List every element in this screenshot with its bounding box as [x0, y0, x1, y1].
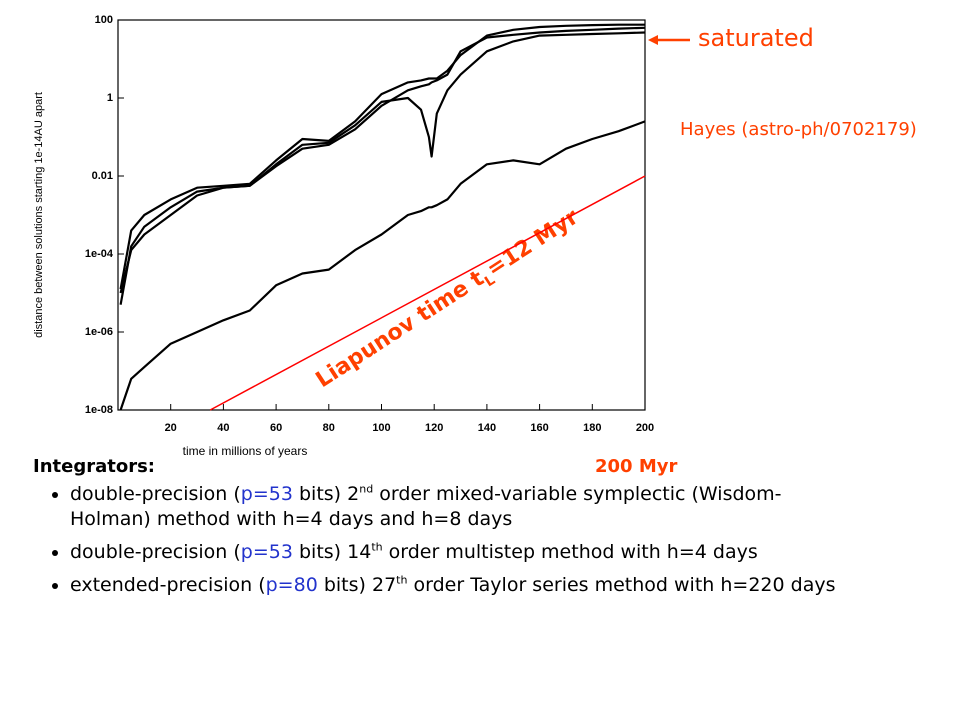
- chart: time in millions of years distance betwe…: [33, 14, 917, 458]
- liapunov-text: Liapunov time t: [312, 266, 489, 393]
- bullet: double-precision (p=53 bits) 2nd order m…: [70, 482, 860, 532]
- bullet-post: order Taylor series method with h=220 da…: [407, 574, 836, 596]
- bullet-pre: double-precision (: [70, 483, 241, 505]
- x-tick-label: 60: [270, 422, 282, 434]
- bullet-list: double-precision (p=53 bits) 2nd order m…: [30, 482, 860, 606]
- bullet: double-precision (p=53 bits) 14th order …: [70, 540, 860, 565]
- heading: Integrators:: [33, 456, 155, 477]
- bullet-pre: double-precision (: [70, 541, 241, 563]
- x-tick-label: 180: [583, 422, 601, 434]
- y-tick-label: 1e-06: [85, 326, 113, 338]
- y-tick-label: 100: [95, 14, 113, 26]
- y-axis-label: distance between solutions starting 1e-1…: [33, 92, 45, 338]
- bullet-mid: bits) 2: [292, 483, 360, 505]
- bullet: extended-precision (p=80 bits) 27th orde…: [70, 573, 860, 598]
- reference-label: Hayes (astro-ph/0702179): [680, 119, 917, 140]
- liapunov-text: =12 Myr: [482, 205, 583, 283]
- series-line: [119, 26, 646, 294]
- x-tick-label: 200: [636, 422, 654, 434]
- x-axis-label: time in millions of years: [183, 444, 308, 458]
- x-tick-label: 100: [372, 422, 390, 434]
- y-tick-label: 1e-04: [85, 248, 114, 260]
- series-line: [209, 175, 646, 411]
- bullet-sup: th: [371, 540, 383, 554]
- x-tick-label: 160: [530, 422, 548, 434]
- bullet-mid: bits) 14: [292, 541, 372, 563]
- bullet-p: p=53: [240, 541, 293, 563]
- span-label: 200 Myr: [595, 456, 678, 477]
- bullet-sup: th: [396, 573, 408, 587]
- y-tick-label: 0.01: [92, 170, 113, 182]
- y-tick-label: 1: [107, 92, 113, 104]
- x-tick-label: 140: [478, 422, 496, 434]
- liapunov-label: Liapunov time tL=12 Myr: [312, 205, 586, 397]
- series-line: [119, 120, 646, 411]
- x-tick-label: 120: [425, 422, 443, 434]
- series-line: [119, 23, 645, 290]
- x-tick-label: 20: [165, 422, 177, 434]
- arrow-head: [648, 35, 658, 45]
- bullet-post: order multistep method with h=4 days: [382, 541, 758, 563]
- bullet-post: order mixed-variable symplectic (Wisdom-…: [70, 483, 782, 530]
- series-line: [119, 31, 646, 305]
- saturated-label: saturated: [698, 24, 814, 52]
- x-tick-label: 80: [323, 422, 335, 434]
- y-tick-label: 1e-08: [85, 404, 113, 416]
- bullet-mid: bits) 27: [317, 574, 397, 596]
- bullet-p: p=53: [240, 483, 293, 505]
- bullet-p: p=80: [265, 574, 318, 596]
- x-tick-label: 40: [217, 422, 229, 434]
- bullet-sup: nd: [359, 482, 374, 496]
- bullet-pre: extended-precision (: [70, 574, 266, 596]
